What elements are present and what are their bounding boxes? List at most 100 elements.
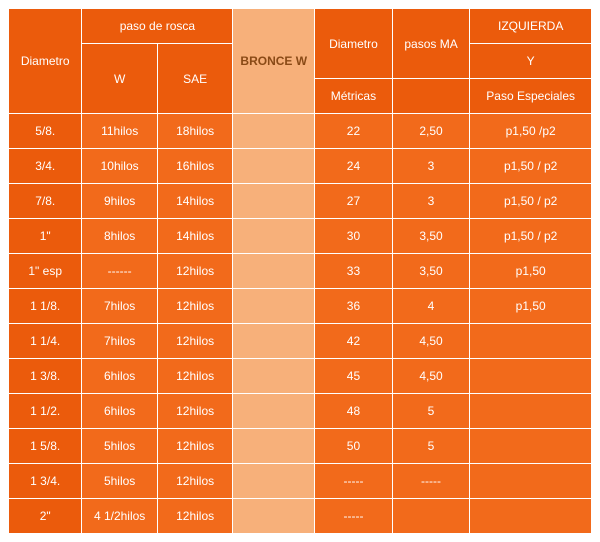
cell-w: 7hilos [82,289,157,324]
cell-paso-especiales: p1,50 / p2 [470,184,592,219]
cell-bronce [233,499,315,534]
cell-w: 5hilos [82,429,157,464]
cell-bronce [233,289,315,324]
cell-diametro-metricas: ----- [315,464,393,499]
hdr-diametro-left: Diametro [9,9,82,114]
cell-sae: 14hilos [157,219,233,254]
cell-sae: 12hilos [157,394,233,429]
cell-diametro-metricas: ----- [315,499,393,534]
cell-bronce [233,394,315,429]
cell-diametro-metricas: 42 [315,324,393,359]
table-row: 1"8hilos14hilos 303,50p1,50 / p2 [9,219,592,254]
cell-bronce [233,184,315,219]
cell-diametro: 1 3/4. [9,464,82,499]
cell-paso-especiales: p1,50 / p2 [470,219,592,254]
cell-pasos-ma: 5 [392,429,470,464]
cell-w: 7hilos [82,324,157,359]
table-row: 1 5/8.5hilos12hilos505 [9,429,592,464]
cell-w: 9hilos [82,184,157,219]
cell-sae: 12hilos [157,499,233,534]
thread-specs-table: Diametro paso de rosca BRONCE W Diametro… [8,8,592,534]
table-row: 2"4 1/2hilos12hilos ----- [9,499,592,534]
header-row-1: Diametro paso de rosca BRONCE W Diametro… [9,9,592,44]
hdr-bronce-w: BRONCE W [233,9,315,114]
cell-bronce [233,114,315,149]
cell-diametro-metricas: 24 [315,149,393,184]
cell-pasos-ma [392,499,470,534]
cell-pasos-ma: 2,50 [392,114,470,149]
hdr-metricas: Métricas [315,79,393,114]
cell-bronce [233,219,315,254]
cell-pasos-ma: 4,50 [392,324,470,359]
hdr-diametro-right: Diametro [315,9,393,79]
cell-pasos-ma: 5 [392,394,470,429]
cell-diametro: 1 1/8. [9,289,82,324]
hdr-izquierda: IZQUIERDA [470,9,592,44]
cell-paso-especiales [470,324,592,359]
cell-pasos-ma: 4 [392,289,470,324]
cell-paso-especiales [470,394,592,429]
hdr-pasos-ma-blank [392,79,470,114]
cell-sae: 16hilos [157,149,233,184]
cell-sae: 12hilos [157,289,233,324]
cell-bronce [233,464,315,499]
table-row: 1 1/8.7hilos12hilos 364p1,50 [9,289,592,324]
cell-diametro-metricas: 22 [315,114,393,149]
cell-bronce [233,359,315,394]
cell-diametro: 1" [9,219,82,254]
cell-paso-especiales [470,464,592,499]
cell-sae: 12hilos [157,324,233,359]
table-row: 3/4.10hilos16hilos 243p1,50 / p2 [9,149,592,184]
cell-diametro: 2" [9,499,82,534]
cell-paso-especiales: p1,50 [470,289,592,324]
table-row: 1 3/4.5hilos12hilos ---------- [9,464,592,499]
cell-w: 6hilos [82,394,157,429]
cell-diametro-metricas: 30 [315,219,393,254]
table-row: 5/8.11hilos18hilos222,50p1,50 /p2 [9,114,592,149]
cell-bronce [233,324,315,359]
cell-sae: 12hilos [157,359,233,394]
hdr-y: Y [470,44,592,79]
cell-diametro: 1" esp [9,254,82,289]
hdr-paso-especiales: Paso Especiales [470,79,592,114]
hdr-bronce-w-label: BRONCE W [240,54,307,68]
cell-w: 5hilos [82,464,157,499]
cell-pasos-ma: 3,50 [392,219,470,254]
cell-w: 10hilos [82,149,157,184]
hdr-sae: SAE [157,44,233,114]
table-row: 1" esp------12hilos333,50p1,50 [9,254,592,289]
cell-diametro: 1 1/4. [9,324,82,359]
hdr-paso-de-rosca: paso de rosca [82,9,233,44]
cell-pasos-ma: ----- [392,464,470,499]
cell-diametro-metricas: 50 [315,429,393,464]
cell-diametro-metricas: 27 [315,184,393,219]
hdr-pasos-ma: pasos MA [392,9,470,79]
cell-diametro: 1 1/2. [9,394,82,429]
cell-diametro: 5/8. [9,114,82,149]
cell-diametro: 1 5/8. [9,429,82,464]
cell-pasos-ma: 3 [392,149,470,184]
cell-w: 6hilos [82,359,157,394]
cell-bronce [233,254,315,289]
table-row: 7/8.9hilos14hilos273p1,50 / p2 [9,184,592,219]
cell-diametro: 7/8. [9,184,82,219]
cell-sae: 14hilos [157,184,233,219]
table-row: 1 1/2.6hilos12hilos485 [9,394,592,429]
cell-paso-especiales [470,429,592,464]
cell-sae: 12hilos [157,254,233,289]
hdr-w: W [82,44,157,114]
cell-paso-especiales: p1,50 /p2 [470,114,592,149]
cell-w: ------ [82,254,157,289]
cell-paso-especiales [470,499,592,534]
cell-diametro: 3/4. [9,149,82,184]
cell-paso-especiales: p1,50 / p2 [470,149,592,184]
cell-bronce [233,429,315,464]
cell-w: 8hilos [82,219,157,254]
cell-pasos-ma: 3,50 [392,254,470,289]
cell-pasos-ma: 4,50 [392,359,470,394]
cell-w: 4 1/2hilos [82,499,157,534]
table-row: 1 3/8.6hilos12hilos454,50 [9,359,592,394]
cell-diametro-metricas: 33 [315,254,393,289]
cell-diametro-metricas: 36 [315,289,393,324]
cell-sae: 12hilos [157,464,233,499]
